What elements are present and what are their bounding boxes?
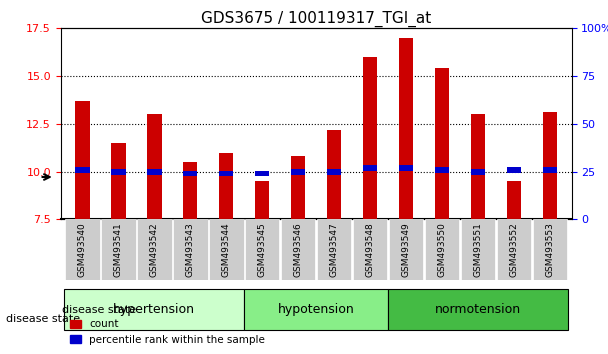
Bar bbox=[435, 68, 449, 219]
Text: GSM493551: GSM493551 bbox=[474, 222, 483, 277]
Bar bbox=[255, 171, 269, 176]
FancyBboxPatch shape bbox=[101, 219, 136, 280]
Text: GSM493540: GSM493540 bbox=[78, 222, 87, 277]
Text: hypertension: hypertension bbox=[113, 303, 195, 316]
Text: GSM493543: GSM493543 bbox=[186, 222, 195, 277]
Bar bbox=[147, 169, 162, 175]
Bar bbox=[435, 167, 449, 173]
Text: GSM493541: GSM493541 bbox=[114, 222, 123, 277]
Bar bbox=[543, 167, 557, 173]
FancyBboxPatch shape bbox=[388, 289, 568, 331]
Bar bbox=[219, 153, 233, 219]
Text: GSM493553: GSM493553 bbox=[545, 222, 554, 277]
Text: GSM493542: GSM493542 bbox=[150, 222, 159, 277]
Bar bbox=[147, 114, 162, 219]
Bar bbox=[399, 165, 413, 171]
Bar bbox=[543, 113, 557, 219]
FancyBboxPatch shape bbox=[65, 219, 100, 280]
Text: GSM493545: GSM493545 bbox=[258, 222, 267, 277]
Text: hypotension: hypotension bbox=[278, 303, 354, 316]
Text: GSM493544: GSM493544 bbox=[222, 222, 231, 277]
Bar bbox=[471, 114, 485, 219]
Bar bbox=[471, 169, 485, 175]
Text: GSM493546: GSM493546 bbox=[294, 222, 303, 277]
FancyBboxPatch shape bbox=[353, 219, 387, 280]
Text: GSM493547: GSM493547 bbox=[330, 222, 339, 277]
Title: GDS3675 / 100119317_TGI_at: GDS3675 / 100119317_TGI_at bbox=[201, 11, 431, 27]
Bar bbox=[363, 165, 378, 171]
FancyBboxPatch shape bbox=[389, 219, 423, 280]
Text: normotension: normotension bbox=[435, 303, 521, 316]
Bar bbox=[75, 101, 89, 219]
Text: GSM493549: GSM493549 bbox=[401, 222, 410, 277]
FancyBboxPatch shape bbox=[497, 219, 531, 280]
FancyBboxPatch shape bbox=[244, 289, 388, 331]
Bar bbox=[327, 130, 341, 219]
FancyBboxPatch shape bbox=[64, 289, 244, 331]
Bar bbox=[363, 57, 378, 219]
Bar bbox=[399, 38, 413, 219]
Text: disease state: disease state bbox=[61, 305, 136, 315]
Text: GSM493548: GSM493548 bbox=[365, 222, 375, 277]
Bar bbox=[507, 181, 521, 219]
FancyBboxPatch shape bbox=[137, 219, 171, 280]
Bar bbox=[255, 181, 269, 219]
FancyBboxPatch shape bbox=[209, 219, 244, 280]
FancyBboxPatch shape bbox=[173, 219, 207, 280]
Bar bbox=[111, 143, 125, 219]
Bar bbox=[183, 171, 198, 176]
Bar bbox=[507, 167, 521, 173]
FancyBboxPatch shape bbox=[425, 219, 459, 280]
Bar bbox=[111, 169, 125, 175]
Text: GSM493552: GSM493552 bbox=[510, 222, 519, 277]
FancyBboxPatch shape bbox=[245, 219, 280, 280]
Bar bbox=[327, 169, 341, 175]
Text: disease state: disease state bbox=[6, 314, 80, 324]
Bar bbox=[75, 167, 89, 173]
Legend: count, percentile rank within the sample: count, percentile rank within the sample bbox=[66, 315, 269, 349]
Bar bbox=[291, 156, 305, 219]
Bar bbox=[291, 169, 305, 175]
FancyBboxPatch shape bbox=[317, 219, 351, 280]
Bar bbox=[183, 162, 198, 219]
FancyBboxPatch shape bbox=[533, 219, 567, 280]
FancyBboxPatch shape bbox=[281, 219, 316, 280]
FancyBboxPatch shape bbox=[461, 219, 496, 280]
Bar bbox=[219, 171, 233, 176]
Text: GSM493550: GSM493550 bbox=[438, 222, 446, 277]
